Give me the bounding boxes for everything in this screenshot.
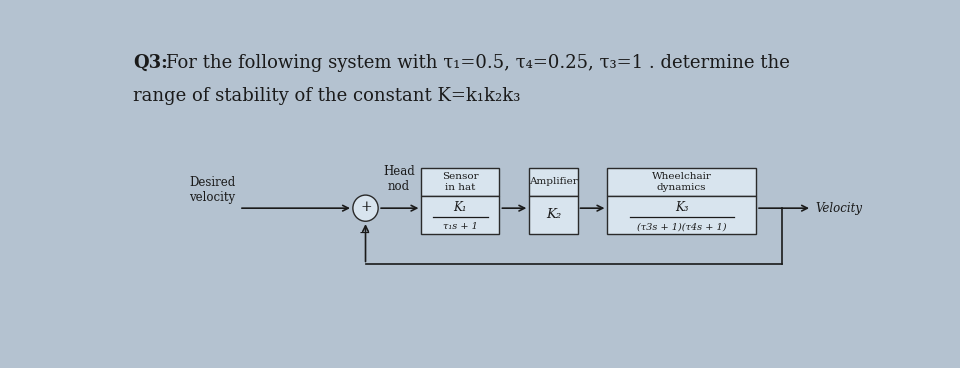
Text: For the following system with τ₁=0.5, τ₄=0.25, τ₃=1 . determine the: For the following system with τ₁=0.5, τ₄… [166,54,790,72]
FancyBboxPatch shape [421,196,499,234]
Text: Amplifier: Amplifier [529,177,578,186]
Text: Sensor
in hat: Sensor in hat [442,172,479,192]
Text: τ₁s + 1: τ₁s + 1 [443,222,478,231]
Text: +: + [360,199,372,214]
Text: −: − [359,226,371,240]
Text: K₁: K₁ [454,201,468,214]
FancyBboxPatch shape [529,196,578,234]
Text: K₃: K₃ [675,201,688,214]
FancyBboxPatch shape [421,168,499,196]
Text: (τ3s + 1)(τ4s + 1): (τ3s + 1)(τ4s + 1) [637,222,727,231]
Text: K₂: K₂ [545,208,561,221]
Circle shape [353,195,378,221]
Text: Desired
velocity: Desired velocity [189,176,235,204]
Text: Wheelchair
dynamics: Wheelchair dynamics [652,172,711,192]
FancyBboxPatch shape [608,168,756,196]
Text: range of stability of the constant K=k₁k₂k₃: range of stability of the constant K=k₁k… [133,87,520,105]
Text: Q3:: Q3: [133,54,168,72]
FancyBboxPatch shape [608,196,756,234]
Text: Velocity: Velocity [816,202,863,215]
FancyBboxPatch shape [529,168,578,196]
Text: Head
nod: Head nod [383,165,415,193]
